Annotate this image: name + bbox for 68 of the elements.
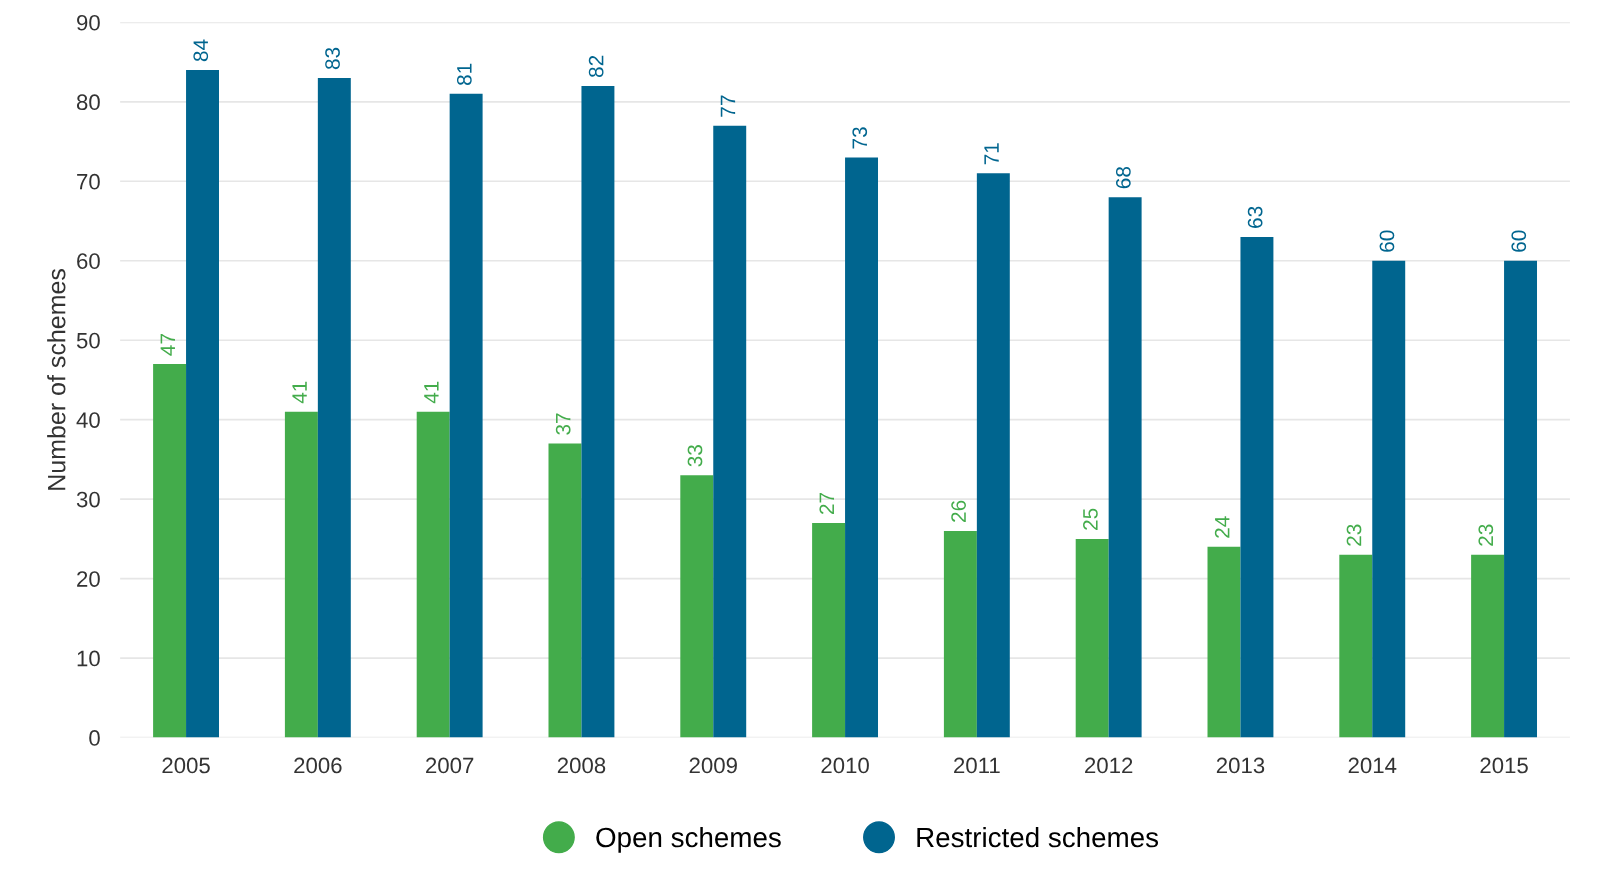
data-label: 33 [687,445,703,467]
y-tick-label: 60 [77,253,100,270]
bar [153,364,187,738]
data-label: 68 [1115,166,1131,189]
x-tick-label: 2014 [1348,757,1397,774]
data-label: 23 [1478,524,1494,546]
data-label: 84 [193,39,209,62]
data-label: 60 [1511,230,1527,252]
data-label: 47 [160,333,175,356]
x-tick-label: 2011 [954,757,1000,774]
legend-label: Open schemes [596,826,781,853]
bar [317,77,351,738]
data-label: 71 [984,143,999,165]
y-tick-label: 30 [76,491,100,508]
data-label: 26 [951,500,966,522]
x-tick-label: 2008 [557,757,606,774]
bar [976,173,1010,738]
bar [1372,260,1406,738]
bar [284,411,318,738]
bar [1240,236,1274,738]
x-tick-label: 2009 [689,757,737,774]
bar [1075,538,1109,738]
x-tick-label: 2013 [1216,757,1265,774]
x-tick-label: 2006 [294,757,342,774]
bar [1207,546,1241,738]
data-label: 24 [1214,516,1230,538]
y-tick-label: 20 [77,571,100,587]
data-label: 37 [555,413,571,435]
data-label: 41 [292,381,307,404]
x-tick-label: 2012 [1085,757,1133,774]
y-tick-label: 80 [76,94,100,111]
bar [548,443,582,738]
bar [416,411,450,738]
y-tick-label: 90 [77,14,100,31]
y-axis-title: Number of schemes [47,269,66,490]
data-label: 60 [1379,230,1395,252]
data-label: 23 [1346,524,1362,546]
data-label: 83 [325,47,340,70]
y-tick-label: 0 [89,730,100,746]
bar [449,93,483,738]
bar [680,475,714,738]
bar [581,85,615,738]
y-tick-label: 70 [77,173,100,190]
bar [943,530,977,738]
data-label: 63 [1247,206,1263,228]
data-label: 27 [819,492,834,514]
bar [713,125,747,738]
x-tick-label: 2007 [426,757,474,774]
bar [1471,554,1505,738]
bar [812,522,846,738]
bar [186,70,219,738]
bar [1339,554,1373,738]
x-tick-label: 2015 [1480,757,1528,774]
data-label: 82 [588,55,604,78]
data-label: 81 [456,63,472,86]
x-tick-label: 2005 [162,757,210,774]
data-label: 77 [720,95,736,117]
data-label: 73 [852,127,868,149]
bar [1504,260,1538,738]
y-tick-label: 40 [76,412,100,428]
data-label: 25 [1083,508,1098,530]
y-tick-label: 10 [77,650,100,667]
bar [845,157,879,738]
bar [1108,197,1142,738]
y-tick-label: 50 [76,332,100,349]
legend-label: Restricted schemes [917,826,1159,848]
data-label: 41 [424,381,439,404]
x-tick-label: 2010 [821,757,869,774]
